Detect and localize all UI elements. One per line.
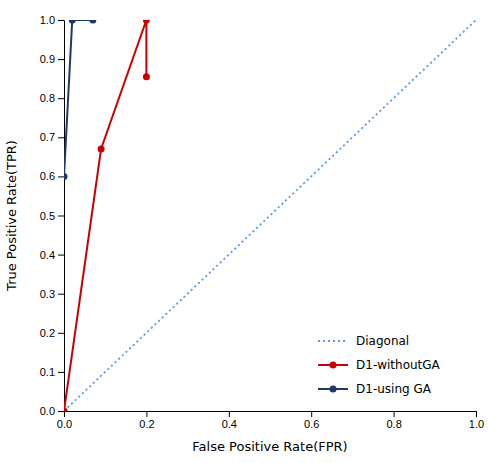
tick: 0.0: [57, 411, 72, 430]
tick-mark: [58, 216, 64, 217]
tick-mark: [58, 411, 64, 412]
series-line: [64, 20, 93, 176]
point: [64, 408, 68, 412]
tick: 0.3: [40, 288, 64, 300]
tick: 1.0: [40, 14, 64, 26]
tick-label: 0.8: [40, 92, 55, 104]
point: [64, 173, 68, 180]
tick-mark: [58, 255, 64, 256]
tick-label: 0.8: [386, 418, 401, 430]
tick-mark: [58, 20, 64, 21]
tick-label: 0.9: [40, 53, 55, 65]
legend-label: D1-using GA: [356, 382, 432, 396]
axis-line: [58, 21, 65, 412]
tick-label: 0.1: [40, 366, 55, 378]
tick-label: 0.0: [40, 405, 55, 417]
tick: 0.2: [40, 327, 64, 339]
x-axis: 0.0 0.2 0.4 0.6 0.8 1.0: [57, 411, 484, 430]
legend-item: Diagonal: [318, 334, 409, 348]
tick: 0.4: [40, 249, 64, 261]
tick-mark: [394, 411, 395, 417]
tick-label: 1.0: [469, 418, 484, 430]
tick-mark: [146, 411, 147, 417]
tick-label: 0.2: [40, 327, 55, 339]
tick: 0.9: [40, 53, 64, 65]
tick-label: 0.0: [57, 418, 72, 430]
legend-item: D1-using GA: [318, 382, 432, 396]
tick: 0.8: [40, 92, 64, 104]
tick-mark: [58, 333, 64, 334]
chart: 0.00.20.40.60.81.00.00.10.20.30.40.50.60…: [0, 0, 500, 463]
tick-mark: [229, 411, 230, 417]
tick: 0.2: [139, 411, 154, 430]
tick-label: 0.6: [304, 418, 319, 430]
tick-label: 0.3: [40, 288, 55, 300]
tick-label: 1.0: [40, 14, 55, 26]
axis-line: [65, 412, 477, 418]
point: [98, 146, 105, 153]
point: [143, 73, 150, 80]
tick-mark: [58, 98, 64, 99]
legend-marker: [330, 362, 337, 369]
tick-mark: [58, 294, 64, 295]
series-line: [64, 20, 476, 411]
tick: 0.0: [40, 405, 64, 417]
tick: 0.4: [222, 411, 237, 430]
series-line: [64, 20, 146, 411]
x-axis-title: False Positive Rate(FPR): [192, 439, 347, 454]
legend-marker: [330, 386, 337, 393]
tick: 1.0: [469, 411, 484, 430]
tick-label: 0.6: [40, 170, 55, 182]
tick: 0.6: [40, 170, 64, 182]
point: [69, 20, 76, 24]
legend: Diagonal D1-withoutGA D1-using GA: [318, 334, 441, 396]
tick-label: 0.7: [40, 131, 55, 143]
legend-swatch: [318, 340, 348, 342]
tick: 0.6: [304, 411, 319, 430]
tick-mark: [311, 411, 312, 417]
legend-item: D1-withoutGA: [318, 358, 441, 372]
tick-mark: [58, 137, 64, 138]
tick: 0.7: [40, 131, 64, 143]
marks: [64, 20, 476, 411]
tick: 0.8: [386, 411, 401, 430]
tick-mark: [58, 176, 64, 177]
point: [89, 20, 96, 24]
tick-mark: [476, 411, 477, 417]
y-axis-title: True Positive Rate(TPR): [4, 140, 19, 292]
y-axis: 0.0 0.1 0.2 0.3 0.4 0.5 0.6 0.7 0.8 0.9 1.0: [40, 14, 65, 417]
point: [143, 20, 150, 24]
plot-area: 0.00.20.40.60.81.00.00.10.20.30.40.50.60…: [40, 14, 484, 430]
tick-label: 0.5: [40, 210, 55, 222]
tick: 0.1: [40, 366, 64, 378]
tick-label: 0.4: [40, 249, 55, 261]
legend-label: Diagonal: [356, 334, 409, 348]
tick-mark: [58, 59, 64, 60]
tick-label: 0.2: [139, 418, 154, 430]
tick: 0.5: [40, 210, 64, 222]
tick-label: 0.4: [222, 418, 237, 430]
legend-label: D1-withoutGA: [356, 358, 441, 372]
tick-mark: [58, 372, 64, 373]
